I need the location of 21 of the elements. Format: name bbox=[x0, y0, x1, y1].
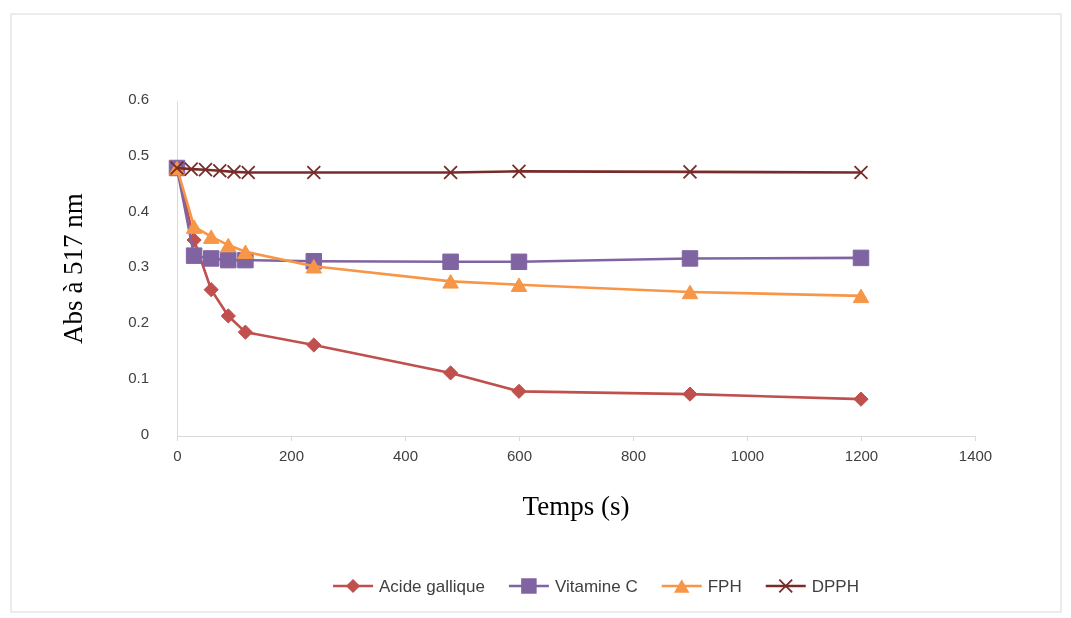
y-tick-label: 0 bbox=[140, 424, 149, 442]
x-axis-title: Temps (s) bbox=[522, 491, 630, 521]
legend-label: DPPH bbox=[811, 577, 859, 596]
y-tick-label: 0.4 bbox=[128, 201, 149, 219]
x-tick-label: 400 bbox=[392, 446, 419, 464]
legend-label: Acide gallique bbox=[379, 577, 485, 596]
x-tick-label: 1000 bbox=[730, 446, 765, 464]
y-tick-label: 0.6 bbox=[128, 89, 149, 107]
y-tick-label: 0.2 bbox=[128, 313, 149, 331]
x-tick-label: 1400 bbox=[958, 446, 993, 464]
legend-label: Vitamine C bbox=[554, 577, 638, 596]
x-tick-label: 600 bbox=[506, 446, 533, 464]
y-tick-label: 0.5 bbox=[128, 145, 149, 163]
x-tick-label: 0 bbox=[173, 446, 182, 464]
y-axis-title: Abs à 517 nm bbox=[58, 193, 88, 344]
y-tick-label: 0.3 bbox=[128, 257, 149, 275]
x-tick-label: 1200 bbox=[844, 446, 879, 464]
x-tick-label: 800 bbox=[620, 446, 647, 464]
legend-label: FPH bbox=[707, 577, 742, 596]
x-tick-label: 200 bbox=[278, 446, 305, 464]
y-tick-label: 0.1 bbox=[128, 369, 149, 387]
